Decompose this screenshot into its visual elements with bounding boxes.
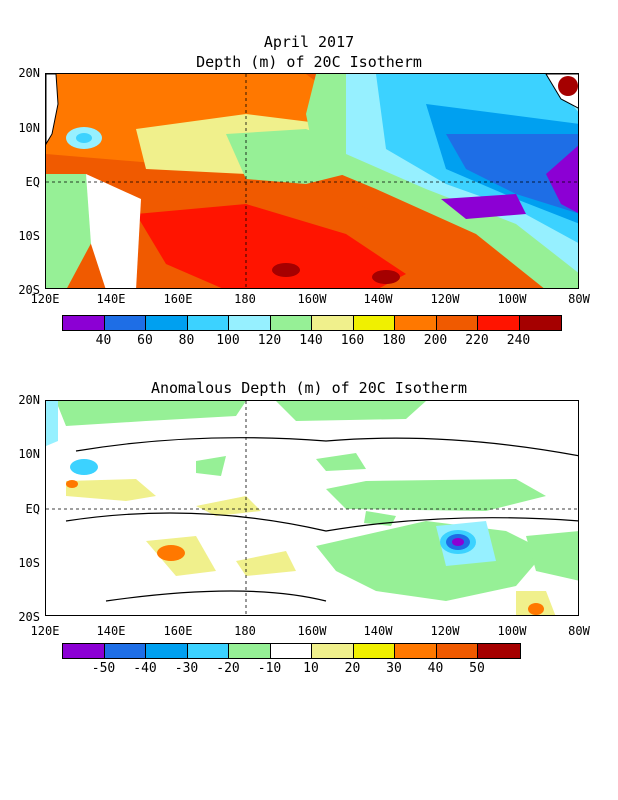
panel1-lon-label: 160E bbox=[163, 292, 193, 306]
colorbar-label: -50 bbox=[91, 661, 116, 676]
panel1-lat-label: 10N bbox=[18, 121, 40, 135]
colorbar-swatch bbox=[270, 644, 312, 658]
panel2-lat-label: 10S bbox=[18, 556, 40, 570]
colorbar-swatch bbox=[146, 316, 188, 330]
colorbar-label: 180 bbox=[382, 333, 406, 348]
colorbar-label: 100 bbox=[216, 333, 240, 348]
colorbar-label: -40 bbox=[133, 661, 157, 676]
colorbar-label: 160 bbox=[340, 333, 365, 348]
anomaly-map bbox=[45, 400, 579, 616]
colorbar-label: 120 bbox=[257, 333, 282, 348]
panel1-lon-label: 80W bbox=[568, 292, 590, 306]
depth-map-field bbox=[46, 74, 578, 288]
colorbar-label: 80 bbox=[178, 333, 195, 348]
panel2-lon-label: 100W bbox=[497, 624, 527, 638]
colorbar-label: -10 bbox=[257, 661, 282, 676]
colorbar-swatch bbox=[63, 644, 105, 658]
colorbar-swatch bbox=[146, 644, 188, 658]
colorbar-label: -30 bbox=[174, 661, 199, 676]
colorbar-label: 50 bbox=[469, 661, 485, 676]
colorbar-label: 60 bbox=[137, 333, 153, 348]
colorbar-swatch bbox=[63, 316, 105, 330]
panel1-lon-label: 140E bbox=[96, 292, 126, 306]
panel2-lon-label: 180 bbox=[234, 624, 256, 638]
anomaly-map-field bbox=[46, 401, 578, 615]
colorbar-label: 240 bbox=[506, 333, 531, 348]
panel2-lon-label: 140W bbox=[363, 624, 393, 638]
panel2-lat-label: 20N bbox=[18, 393, 40, 407]
panel1-lat-label: 20N bbox=[18, 66, 40, 80]
colorbar-swatch bbox=[395, 316, 437, 330]
colorbar-label: 40 bbox=[427, 661, 444, 676]
colorbar-label: 20 bbox=[344, 661, 361, 676]
colorbar-swatch bbox=[187, 644, 229, 658]
colorbar-label: 200 bbox=[423, 333, 448, 348]
colorbar-label: 30 bbox=[386, 661, 402, 676]
colorbar-swatch bbox=[353, 316, 395, 330]
panel1-title: Depth (m) of 20C Isotherm bbox=[196, 53, 422, 71]
colorbar-swatch bbox=[436, 644, 478, 658]
colorbar-swatch bbox=[436, 316, 478, 330]
colorbar-swatch bbox=[312, 644, 354, 658]
colorbar-label: 140 bbox=[299, 333, 323, 348]
panel1-lon-label: 120W bbox=[430, 292, 460, 306]
panel1-lat-label: 20S bbox=[18, 283, 40, 297]
colorbar-swatch bbox=[519, 316, 561, 330]
colorbar-swatch bbox=[478, 316, 520, 330]
colorbar-swatch bbox=[353, 644, 395, 658]
colorbar-swatch bbox=[187, 316, 229, 330]
colorbar-label: 10 bbox=[303, 661, 319, 676]
colorbar-swatch bbox=[229, 644, 271, 658]
panel2-colorbar bbox=[62, 643, 521, 659]
date-title: April 2017 bbox=[263, 33, 355, 51]
depth-map bbox=[45, 73, 579, 289]
colorbar-swatch bbox=[229, 316, 271, 330]
panel1-lat-label: 10S bbox=[18, 229, 40, 243]
panel2-lon-label: 160W bbox=[297, 624, 327, 638]
panel2-lon-label: 140E bbox=[96, 624, 126, 638]
colorbar-label: 220 bbox=[465, 333, 489, 348]
panel1-lat-label: EQ bbox=[25, 175, 40, 189]
panel1-lon-label: 160W bbox=[297, 292, 327, 306]
colorbar-swatch bbox=[312, 316, 354, 330]
colorbar-swatch bbox=[395, 644, 437, 658]
colorbar-swatch bbox=[104, 316, 146, 330]
colorbar-label: -20 bbox=[216, 661, 240, 676]
panel2-lon-label: 120W bbox=[430, 624, 460, 638]
panel2-title: Anomalous Depth (m) of 20C Isotherm bbox=[150, 379, 468, 397]
panel1-lon-label: 140W bbox=[363, 292, 393, 306]
panel2-lon-label: 120E bbox=[30, 624, 60, 638]
panel2-lon-label: 160E bbox=[163, 624, 193, 638]
panel1-lon-label: 120E bbox=[30, 292, 60, 306]
colorbar-swatch bbox=[270, 316, 312, 330]
panel1-colorbar bbox=[62, 315, 562, 331]
colorbar-swatch bbox=[104, 644, 146, 658]
colorbar-swatch bbox=[478, 644, 520, 658]
panel2-lat-label: 20S bbox=[18, 610, 40, 624]
panel2-lat-label: EQ bbox=[25, 502, 40, 516]
panel2-lon-label: 80W bbox=[568, 624, 590, 638]
colorbar-label: 40 bbox=[95, 333, 112, 348]
panel1-lon-label: 100W bbox=[497, 292, 527, 306]
panel2-lat-label: 10N bbox=[18, 447, 40, 461]
panel1-lon-label: 180 bbox=[234, 292, 256, 306]
